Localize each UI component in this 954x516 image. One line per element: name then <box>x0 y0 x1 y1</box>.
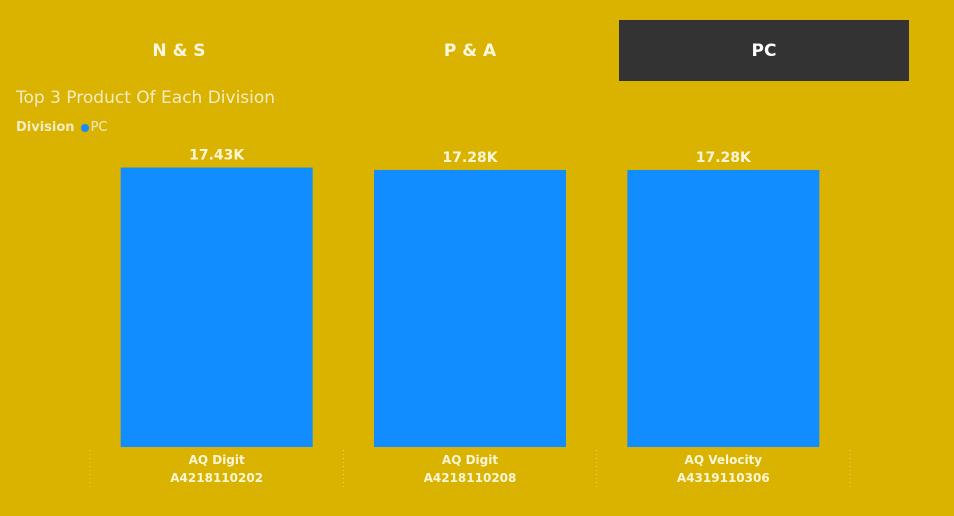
x-tick-label-1-line-2: A4218110202 <box>170 471 263 485</box>
tab-p-and-a[interactable]: P & A <box>443 40 497 61</box>
data-label-1: 17.43K <box>189 148 245 164</box>
chart-legend: Division PC <box>16 120 107 135</box>
data-label-2: 17.28K <box>442 150 498 166</box>
division-tab-bar: N & S P & A PC <box>0 0 954 84</box>
x-tick-label-3-line-2: A4319110306 <box>677 471 770 485</box>
tab-n-and-s[interactable]: N & S <box>152 40 206 61</box>
legend-title: Division <box>16 120 75 135</box>
legend-entry-label: PC <box>90 120 108 135</box>
x-tick-label-1-line-1: AQ Digit <box>189 453 245 467</box>
tab-pc[interactable]: PC <box>619 20 909 81</box>
data-label-3: 17.28K <box>696 150 752 166</box>
x-tick-label-2-line-2: A4218110208 <box>424 471 517 485</box>
bar-3[interactable] <box>627 169 820 447</box>
x-tick-label-3-line-1: AQ Velocity <box>685 453 763 467</box>
legend-swatch <box>80 123 89 132</box>
chart-title: Top 3 Product Of Each Division <box>16 88 276 108</box>
bar-1[interactable] <box>120 167 313 447</box>
x-tick-label-2-line-1: AQ Digit <box>442 453 498 467</box>
bar-2[interactable] <box>374 169 566 447</box>
